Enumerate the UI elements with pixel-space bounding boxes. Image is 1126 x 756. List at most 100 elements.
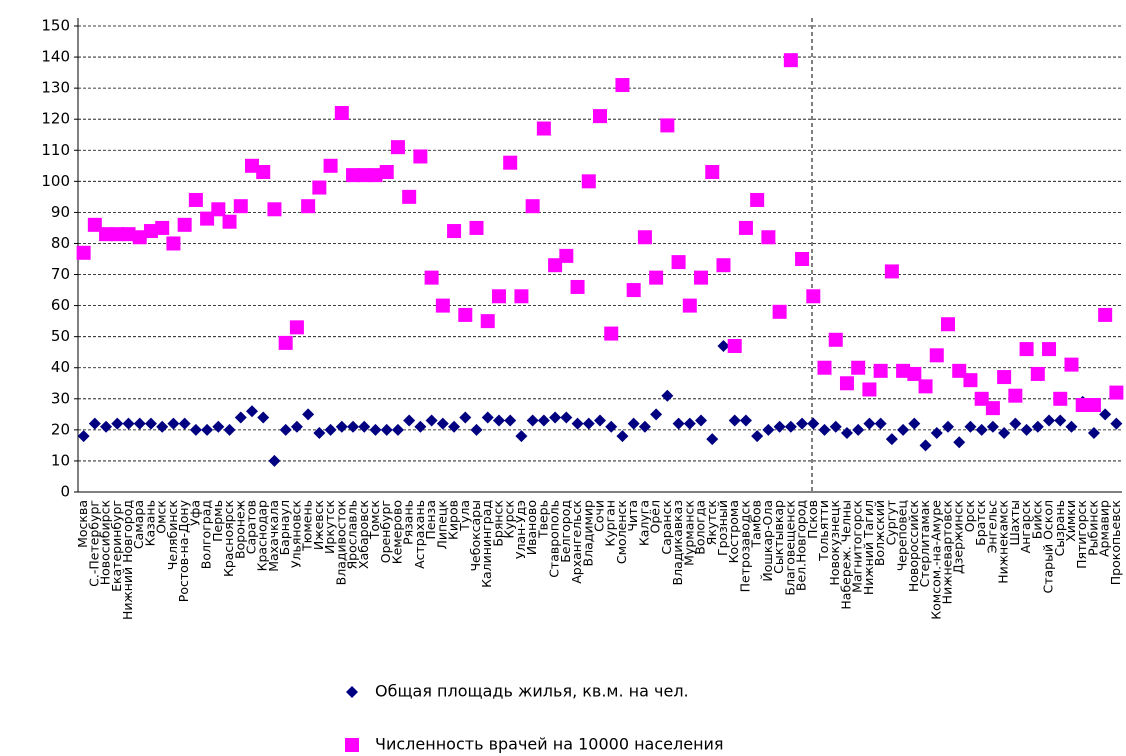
- point: [526, 414, 539, 427]
- point: [772, 304, 787, 319]
- point: [425, 414, 438, 427]
- x-tick-label: Томск: [367, 500, 382, 541]
- point: [459, 411, 472, 424]
- point: [884, 264, 899, 279]
- x-tick-label: Рязань: [401, 500, 416, 545]
- x-tick-label: Кострома: [726, 500, 741, 563]
- point: [885, 433, 898, 446]
- point: [683, 417, 696, 430]
- x-tick-label: Архангельск: [569, 500, 584, 584]
- point: [739, 414, 752, 427]
- x-tick-label: Москва: [75, 500, 90, 548]
- x-tick-label: Пермь: [210, 500, 225, 542]
- point: [379, 165, 394, 180]
- point: [874, 417, 887, 430]
- point: [852, 423, 865, 436]
- x-tick-label: Киров: [446, 500, 461, 540]
- x-tick-label: Якутск: [704, 500, 719, 546]
- point: [257, 411, 270, 424]
- x-tick-label: Иваново: [524, 500, 539, 555]
- point: [177, 217, 192, 232]
- x-tick-label: Энгельс: [984, 500, 999, 554]
- y-tick-label: 20: [51, 420, 70, 438]
- x-tick-label: Магнитогорск: [850, 500, 865, 593]
- point: [289, 320, 304, 335]
- point: [223, 423, 236, 436]
- point: [537, 414, 550, 427]
- y-tick-label: 50: [51, 327, 70, 345]
- x-tick-label: Ижевск: [311, 500, 326, 551]
- point: [469, 220, 484, 235]
- y-tick-label: 110: [41, 141, 70, 159]
- x-tick-label: Орск: [962, 500, 977, 533]
- x-tick-label: Нижнекамск: [996, 500, 1011, 584]
- point: [942, 420, 954, 433]
- y-tick-label: 30: [51, 389, 70, 407]
- point: [345, 738, 359, 752]
- point: [290, 420, 303, 433]
- point: [929, 348, 944, 363]
- x-tick-label: Грозный: [715, 500, 730, 556]
- point: [536, 121, 551, 136]
- point: [907, 366, 922, 381]
- point: [941, 317, 955, 332]
- point: [627, 417, 640, 430]
- x-tick-label: Петрозаводск: [737, 500, 752, 593]
- point: [278, 335, 293, 350]
- point: [358, 420, 371, 433]
- x-tick-label: Братск: [973, 500, 988, 546]
- x-tick-label: Тверь: [535, 500, 550, 539]
- point: [1043, 414, 1056, 427]
- y-tick-label: 130: [41, 79, 70, 97]
- point: [346, 168, 361, 183]
- point: [615, 78, 630, 93]
- x-tick-label: Липецк: [434, 500, 449, 550]
- point: [369, 423, 382, 436]
- point: [99, 227, 114, 242]
- x-tick-label: Йошкар-Ола: [760, 500, 775, 582]
- x-tick-label: Новороссийск: [906, 500, 921, 593]
- point: [896, 363, 911, 378]
- point: [380, 423, 393, 436]
- x-tick-label: Ростов-на-Дону: [176, 499, 191, 602]
- x-tick-label: Воронеж: [232, 500, 247, 559]
- point: [1031, 420, 1044, 433]
- y-tick-label: 80: [51, 234, 70, 252]
- x-tick-label: Бийск: [1029, 500, 1044, 540]
- x-tick-label: Тамбов: [749, 500, 764, 548]
- point: [660, 118, 675, 133]
- point: [1020, 423, 1033, 436]
- point: [222, 214, 237, 229]
- x-tick-label: Тольятти: [816, 500, 831, 562]
- point: [851, 360, 866, 375]
- x-tick-label: Ставрополь: [547, 500, 562, 578]
- x-tick-label: Казань: [142, 500, 157, 546]
- point: [796, 417, 809, 430]
- x-tick-label: Вел.Новгород: [794, 500, 809, 591]
- point: [548, 258, 563, 273]
- point: [245, 158, 259, 173]
- x-tick-label: Нижний Новгород: [120, 500, 135, 620]
- point: [335, 420, 348, 433]
- point: [671, 255, 686, 270]
- point: [795, 252, 810, 266]
- point: [334, 105, 349, 120]
- point: [189, 423, 202, 436]
- x-tick-label: Чебоксары: [468, 500, 483, 572]
- point: [963, 373, 978, 388]
- x-tick-label: Челябинск: [165, 500, 180, 571]
- point: [368, 168, 383, 183]
- x-tick-label: Хабаровск: [356, 500, 371, 569]
- point: [414, 420, 427, 433]
- point: [492, 414, 505, 427]
- x-tick-label: Вологда: [693, 500, 708, 555]
- point: [661, 389, 674, 402]
- x-tick-label: Саратов: [244, 500, 259, 554]
- point: [897, 423, 910, 436]
- y-tick-label: 10: [51, 451, 70, 469]
- point: [952, 363, 967, 378]
- x-tick-label: Нижневартовск: [940, 500, 955, 605]
- x-tick-label: Астрахань: [412, 500, 427, 569]
- x-tick-label: Прокопьевск: [1108, 500, 1123, 586]
- point: [604, 326, 619, 341]
